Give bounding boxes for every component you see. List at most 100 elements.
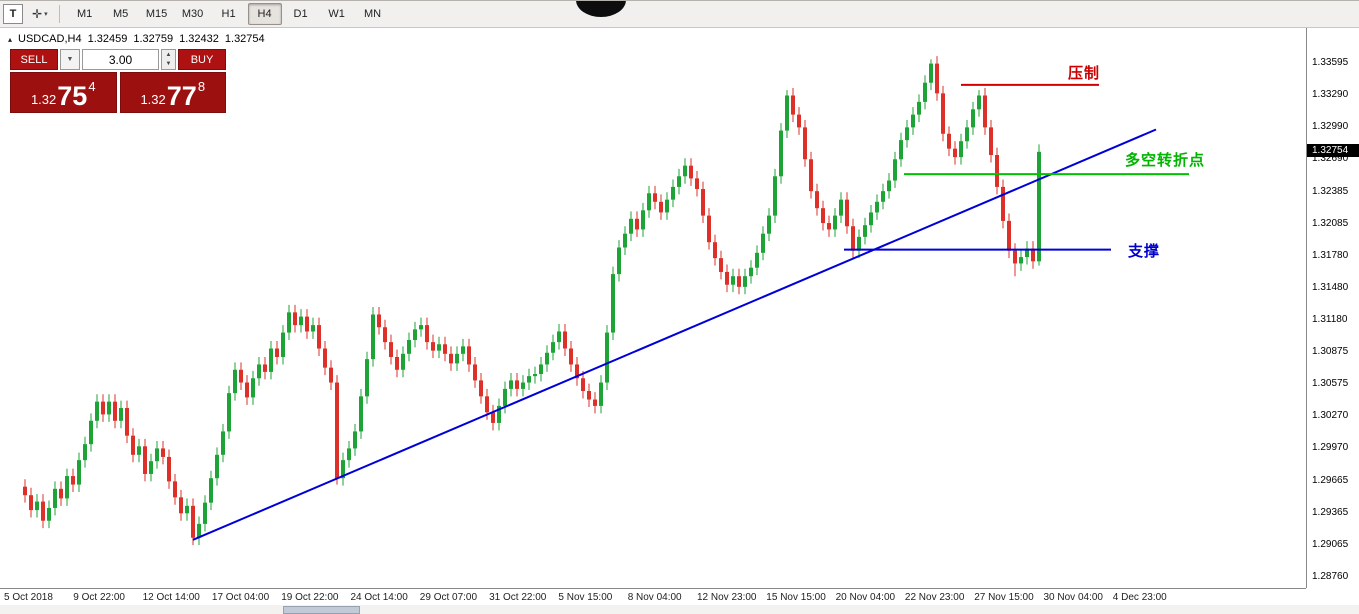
candle-body <box>161 448 165 457</box>
volume-dropdown-button[interactable]: ▼ <box>60 49 80 70</box>
candle-body <box>731 276 735 285</box>
candle-body <box>125 408 129 436</box>
candle-body <box>863 225 867 237</box>
candle-body <box>521 382 525 389</box>
timeframe-button-m30[interactable]: M30 <box>181 8 204 20</box>
time-tick-label: 8 Nov 04:00 <box>627 592 682 603</box>
candle-body <box>557 331 561 343</box>
candle-body <box>305 316 309 332</box>
chart-window-icon[interactable]: T <box>3 4 23 24</box>
candle-body <box>791 95 795 115</box>
bid-price-sup: 4 <box>88 79 96 94</box>
chart-canvas[interactable]: ▴ USDCAD,H4 1.32459 1.32759 1.32432 1.32… <box>0 28 1306 588</box>
high-value: 1.32759 <box>133 33 174 45</box>
time-tick-label: 30 Nov 04:00 <box>1043 592 1104 603</box>
price-tick-label: 1.33290 <box>1312 89 1349 101</box>
price-tick-label: 1.30270 <box>1312 410 1349 422</box>
buy-button[interactable]: BUY <box>178 49 226 70</box>
candle-body <box>197 523 201 538</box>
uptrend-line[interactable] <box>192 128 1157 541</box>
candle-body <box>29 495 33 511</box>
price-tick-label: 1.28760 <box>1312 571 1349 582</box>
timeframe-button-m5[interactable]: M5 <box>112 8 129 20</box>
time-tick-label: 5 Oct 2018 <box>4 592 53 603</box>
candle-body <box>293 312 297 326</box>
candle-body <box>503 388 507 406</box>
candle-body <box>611 274 615 333</box>
tool-dropdown-caret-icon[interactable]: ▾ <box>44 11 48 18</box>
candle-body <box>569 348 573 365</box>
support-label: 支撑 <box>1128 243 1161 260</box>
price-tick-label: 1.30875 <box>1312 346 1349 358</box>
time-tick-label: 12 Nov 23:00 <box>697 592 757 603</box>
volume-spinner-up-icon[interactable]: ▲ <box>165 51 172 58</box>
candle-body <box>533 374 537 377</box>
candle-body <box>857 236 861 251</box>
candle-body <box>659 201 663 213</box>
candle-body <box>803 127 807 160</box>
candle-body <box>881 191 885 202</box>
timeframe-button-h4[interactable]: H4 <box>247 3 282 25</box>
candle-body <box>797 114 801 128</box>
candle-body <box>677 176 681 187</box>
timeframe-button-mn[interactable]: MN <box>364 8 382 20</box>
toolbar-separator <box>58 5 60 23</box>
candle-body <box>287 312 291 333</box>
timeframe-button-h1[interactable]: H1 <box>221 8 236 20</box>
time-tick-label: 19 Oct 22:00 <box>281 592 339 603</box>
candle-body <box>191 505 195 538</box>
candle-body <box>323 348 327 368</box>
candle-body <box>359 396 363 432</box>
timeframe-button-m1[interactable]: M1 <box>76 8 93 20</box>
candle-body <box>665 199 669 213</box>
resistance-label: 压制 <box>1068 65 1101 82</box>
candle-body <box>749 267 753 277</box>
timeframe-button-w1[interactable]: W1 <box>328 8 345 20</box>
timeframe-button-d1[interactable]: D1 <box>293 8 308 20</box>
candle-body <box>401 353 405 370</box>
crosshair-tool-icon[interactable]: ✛ ▾ <box>28 4 52 24</box>
candle-body <box>935 63 939 94</box>
price-tick-label: 1.32385 <box>1312 185 1349 197</box>
candle-body <box>425 325 429 343</box>
candle-body <box>389 342 393 358</box>
candle-body <box>701 189 705 216</box>
candle-body <box>923 82 927 102</box>
candle-body <box>65 476 69 499</box>
time-tick-label: 20 Nov 04:00 <box>835 592 896 603</box>
ohlc-header: ▴ USDCAD,H4 1.32459 1.32759 1.32432 1.32… <box>8 33 265 45</box>
candle-body <box>317 325 321 349</box>
candle-body <box>755 252 759 268</box>
candle-body <box>449 353 453 364</box>
sell-button[interactable]: SELL <box>10 49 58 70</box>
candle-body <box>281 332 285 358</box>
candle-body <box>47 507 51 521</box>
candle-body <box>761 233 765 253</box>
candle-body <box>905 127 909 141</box>
candle-body <box>995 155 999 187</box>
bid-price[interactable]: 1.32 75 4 <box>10 72 117 113</box>
timeframe-button-m15[interactable]: M15 <box>145 8 168 20</box>
candle-body <box>641 210 645 230</box>
candle-body <box>1013 250 1017 264</box>
candle-body <box>137 446 141 455</box>
volume-spinner-down-icon[interactable]: ▼ <box>165 61 172 68</box>
candle-body <box>899 140 903 160</box>
candle-body <box>743 276 747 287</box>
candle-body <box>1007 220 1011 251</box>
candle-body <box>467 346 471 365</box>
ask-price[interactable]: 1.32 77 8 <box>119 72 226 113</box>
volume-input[interactable]: 3.00 <box>82 49 159 70</box>
price-axis[interactable]: 1.32754 1.33595 1.33290 1.32990 1.32690 1.32… <box>1306 28 1359 588</box>
candle-body <box>941 93 945 134</box>
candle-body <box>809 159 813 192</box>
time-tick-label: 24 Oct 14:00 <box>350 592 408 603</box>
candlestick-plot <box>23 56 1189 546</box>
candle-body <box>473 364 477 381</box>
candle-body <box>737 276 741 287</box>
candle-body <box>695 178 699 190</box>
candle-body <box>977 95 981 110</box>
ask-price-small: 1.32 <box>140 92 166 107</box>
time-axis[interactable]: 5 Oct 2018 9 Oct 22:00 12 Oct 14:00 17 Oct … <box>0 588 1306 606</box>
